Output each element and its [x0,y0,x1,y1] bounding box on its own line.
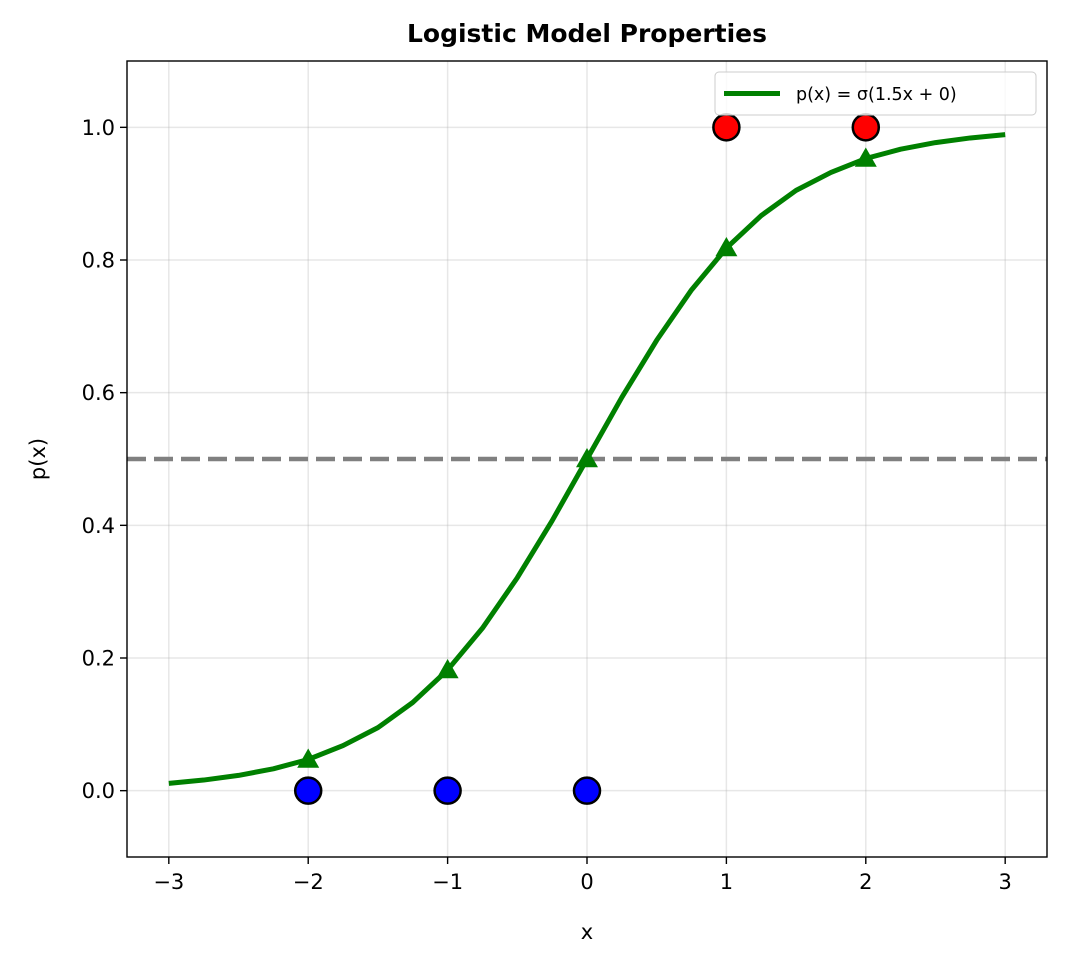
y-tick-label: 0.6 [82,381,115,405]
y-tick-label: 0.2 [82,647,115,671]
curve-marker [297,748,320,768]
x-tick-label: 2 [859,870,872,894]
legend-box [714,71,1037,116]
curve-marker [436,658,459,679]
x-axis-label: x [581,920,593,944]
curve-marker [715,237,738,257]
legend-entry-curve: p(x) = σ(1.5x + 0) [796,85,957,105]
x-tick-label: 3 [998,870,1011,894]
x-tick-label: 0 [580,870,593,894]
x-tick-label: −3 [153,870,184,894]
x-tick-label: −1 [432,870,463,894]
x-tick-label: −2 [293,870,324,894]
data-point-class-1 [851,113,881,142]
curve-marker [854,147,877,167]
y-axis: 0.0 0.2 0.4 0.6 0.8 1.0 [82,116,127,803]
x-axis: −3 −2 −1 0 1 2 3 [153,857,1012,894]
y-tick-label: 0.0 [82,779,115,803]
y-tick-label: 1.0 [82,116,115,140]
x-tick-label: 1 [720,870,733,894]
legend: p(x) = σ(1.5x + 0) [714,71,1037,116]
data-point-class-1 [712,113,741,142]
data-point-class-0 [572,776,602,805]
curve-group [168,132,1006,786]
y-tick-label: 0.4 [82,514,115,538]
points-group [293,113,881,805]
chart-title: Logistic Model Properties [407,19,767,48]
data-point-class-0 [293,776,323,805]
curve-marker [576,448,598,468]
y-tick-label: 0.8 [82,249,115,273]
data-point-class-0 [433,776,462,805]
y-axis-label: p(x) [26,438,50,480]
